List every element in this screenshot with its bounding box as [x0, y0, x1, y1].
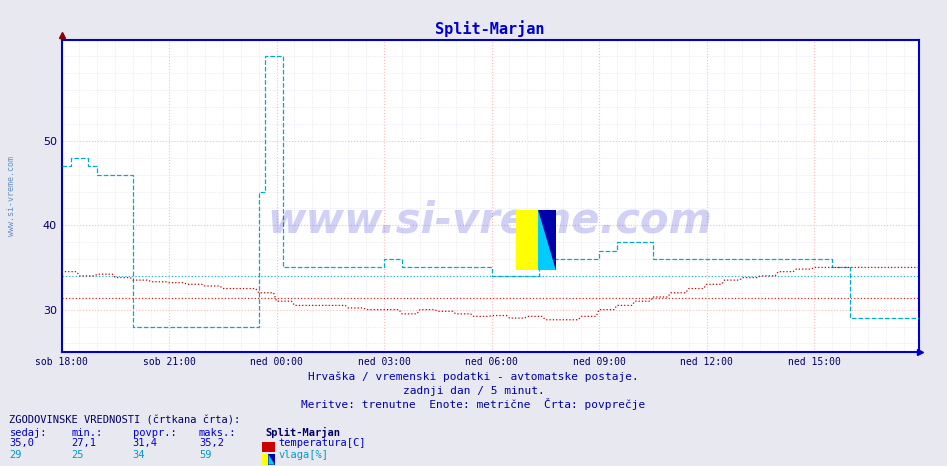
Text: www.si-vreme.com: www.si-vreme.com	[7, 156, 16, 236]
Bar	[262, 454, 269, 465]
Text: 29: 29	[9, 450, 22, 459]
Text: temperatura[C]: temperatura[C]	[278, 438, 366, 448]
Text: www.si-vreme.com: www.si-vreme.com	[268, 200, 712, 242]
Text: Meritve: trenutne  Enote: metrične  Črta: povprečje: Meritve: trenutne Enote: metrične Črta: …	[301, 398, 646, 410]
Text: povpr.:: povpr.:	[133, 428, 176, 438]
Text: 31,4: 31,4	[133, 438, 157, 448]
Text: Split-Marjan: Split-Marjan	[265, 427, 340, 438]
Bar	[269, 454, 275, 465]
Text: ZGODOVINSKE VREDNOSTI (črtkana črta):: ZGODOVINSKE VREDNOSTI (črtkana črta):	[9, 415, 241, 425]
Text: 25: 25	[71, 450, 83, 459]
Text: min.:: min.:	[71, 428, 102, 438]
Text: 27,1: 27,1	[71, 438, 96, 448]
Bar	[538, 210, 556, 270]
Text: zadnji dan / 5 minut.: zadnji dan / 5 minut.	[402, 386, 545, 396]
Text: maks.:: maks.:	[199, 428, 237, 438]
Text: 35,0: 35,0	[9, 438, 34, 448]
Text: 34: 34	[133, 450, 145, 459]
Text: vlaga[%]: vlaga[%]	[278, 450, 329, 459]
Text: sedaj:: sedaj:	[9, 428, 47, 438]
Text: Hrvaška / vremenski podatki - avtomatske postaje.: Hrvaška / vremenski podatki - avtomatske…	[308, 371, 639, 382]
Bar	[516, 210, 538, 270]
Text: 35,2: 35,2	[199, 438, 223, 448]
Polygon shape	[538, 210, 556, 270]
Polygon shape	[269, 454, 275, 465]
Text: 59: 59	[199, 450, 211, 459]
Title: Split-Marjan: Split-Marjan	[436, 20, 545, 37]
